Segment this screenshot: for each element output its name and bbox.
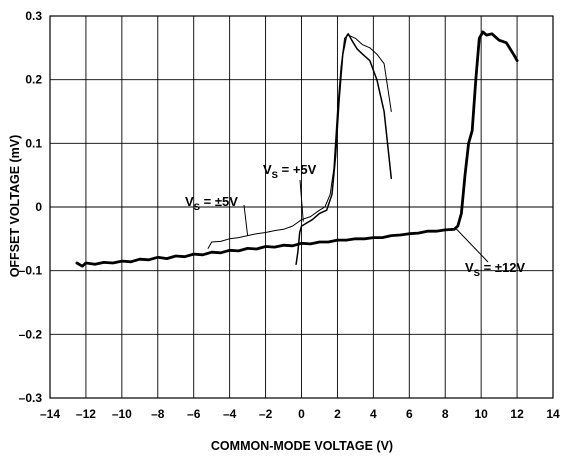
x-tick-label: –10 <box>112 407 132 421</box>
x-tick-label: –8 <box>151 407 165 421</box>
y-tick-label: 0 <box>35 200 42 214</box>
series-label-vs-plus5v: VS = +5V <box>263 162 317 181</box>
y-axis-title: OFFSET VOLTAGE (mV) <box>8 135 22 278</box>
x-axis-title: COMMON-MODE VOLTAGE (V) <box>211 439 393 453</box>
y-tick-label: –0.1 <box>19 264 43 278</box>
y-tick-label: 0.1 <box>25 136 42 150</box>
callouts <box>243 179 489 263</box>
y-tick-label: 0.3 <box>25 9 42 23</box>
series-line-1 <box>207 34 392 249</box>
x-tick-label: 14 <box>546 407 560 421</box>
callout-arrow-plus5v <box>299 179 304 222</box>
series-lines <box>75 30 519 268</box>
series-line-2 <box>295 33 393 266</box>
x-tick-label: 8 <box>442 407 449 421</box>
x-tick-labels: –14 –12 –10 –8 –6 –4 –2 0 2 4 6 8 10 12 14 <box>40 407 560 421</box>
y-tick-label: –0.2 <box>19 327 43 341</box>
x-tick-label: 2 <box>334 407 341 421</box>
series-label-vs-pm5v: VS = ±5V <box>185 194 238 213</box>
series-label-vs-pm12v: VS = ±12V <box>465 260 525 279</box>
x-tick-label: 12 <box>510 407 524 421</box>
y-tick-labels: –0.3 –0.2 –0.1 0 0.1 0.2 0.3 <box>19 9 43 405</box>
y-tick-label: 0.2 <box>25 73 42 87</box>
x-tick-label: 6 <box>406 407 413 421</box>
x-tick-label: –12 <box>76 407 96 421</box>
x-tick-label: –2 <box>259 407 273 421</box>
callout-arrow-12v <box>455 228 489 263</box>
x-tick-label: 0 <box>298 407 305 421</box>
y-tick-label: –0.3 <box>19 391 43 405</box>
plot-frame <box>49 15 554 399</box>
grid <box>50 16 553 398</box>
callout-arrow-5v <box>243 204 249 236</box>
x-tick-label: –14 <box>40 407 60 421</box>
x-tick-label: 4 <box>370 407 377 421</box>
x-tick-label: 10 <box>474 407 488 421</box>
x-tick-label: –6 <box>187 407 201 421</box>
series-line-0 <box>75 30 519 268</box>
x-tick-label: –4 <box>223 407 237 421</box>
